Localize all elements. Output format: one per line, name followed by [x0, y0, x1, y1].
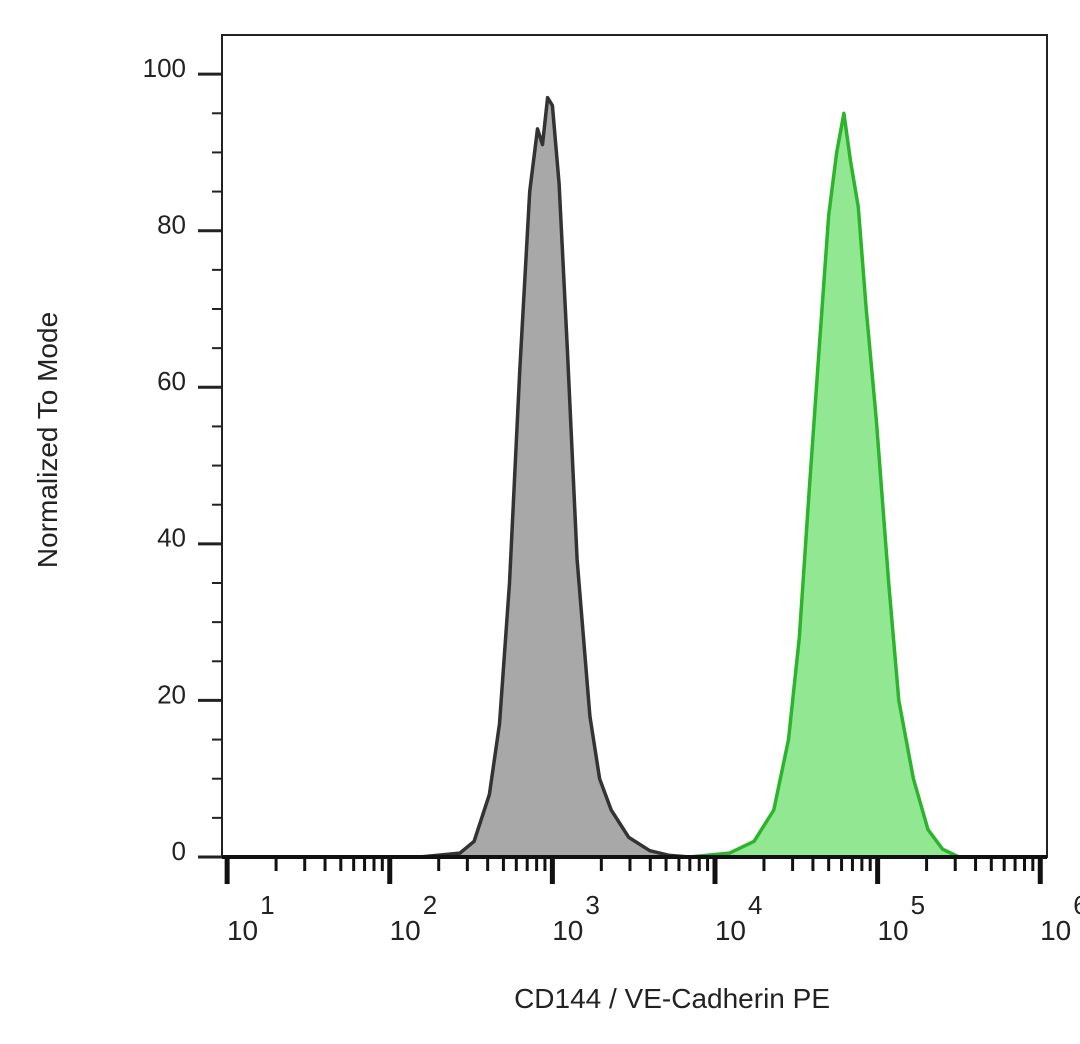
x-tick-label: 10 — [552, 915, 583, 946]
x-tick-exponent: 2 — [423, 890, 437, 920]
x-tick-exponent: 5 — [911, 890, 925, 920]
x-tick-label: 10 — [715, 915, 746, 946]
x-tick-label: 10 — [390, 915, 421, 946]
y-axis-title: Normalized To Mode — [32, 312, 63, 568]
histogram-line — [419, 95, 690, 859]
y-tick-label: 0 — [172, 836, 186, 866]
x-tick-label: 10 — [877, 915, 908, 946]
x-tick-exponent: 1 — [260, 890, 274, 920]
x-tick-label: 10 — [1040, 915, 1071, 946]
x-tick-exponent: 3 — [585, 890, 599, 920]
y-tick-label: 60 — [157, 366, 186, 396]
histogram-line — [689, 111, 960, 859]
y-tick-label: 80 — [157, 210, 186, 240]
y-tick-label: 100 — [143, 53, 186, 83]
area-fill — [689, 113, 959, 858]
y-tick-label: 20 — [157, 679, 186, 709]
x-tick-exponent: 4 — [748, 890, 762, 920]
x-tick-label: 10 — [227, 915, 258, 946]
area-fill — [419, 97, 690, 858]
plot-frame — [221, 34, 1048, 858]
x-tick-exponent: 6 — [1073, 890, 1080, 920]
y-tick-label: 40 — [157, 523, 186, 553]
x-axis-title: CD144 / VE-Cadherin PE — [514, 983, 830, 1014]
